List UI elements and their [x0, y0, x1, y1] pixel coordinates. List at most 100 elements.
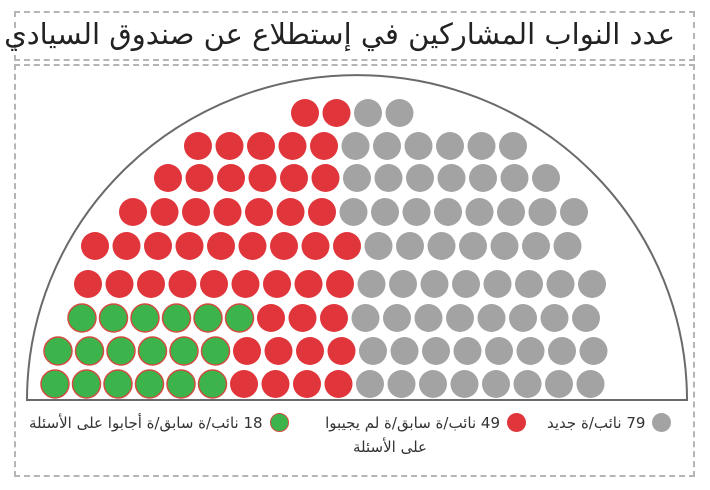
seat-former-no-answer	[184, 132, 212, 160]
seat-new	[343, 164, 371, 192]
seat-former-no-answer	[333, 232, 361, 260]
seat-former-no-answer	[81, 232, 109, 260]
seat-new	[351, 304, 380, 332]
seat-new	[483, 270, 512, 298]
seat-former-no-answer	[320, 304, 348, 332]
seat-former-answered	[193, 303, 223, 333]
seat-new	[453, 337, 482, 365]
seat-new	[359, 337, 387, 365]
seat-new	[419, 370, 447, 398]
seat-new	[414, 304, 443, 332]
seat-new	[374, 164, 403, 192]
seat-former-answered	[103, 369, 133, 399]
seat-former-no-answer	[322, 99, 351, 127]
seat-new	[465, 198, 494, 226]
seat-former-no-answer	[276, 198, 305, 226]
seat-new	[578, 270, 606, 298]
seat-new	[341, 132, 370, 160]
seat-former-no-answer	[296, 337, 324, 365]
seat-former-no-answer	[257, 304, 285, 332]
seat-former-no-answer	[154, 164, 182, 192]
seat-new	[434, 198, 462, 226]
seat-former-no-answer	[247, 132, 275, 160]
seat-new	[576, 370, 605, 398]
seat-new	[427, 232, 456, 260]
seat-former-answered	[161, 303, 192, 333]
seat-former-no-answer	[233, 337, 261, 365]
seat-new	[509, 304, 537, 332]
seat-former-answered	[43, 336, 73, 366]
seat-former-answered	[40, 369, 70, 399]
seat-new	[364, 232, 393, 260]
seat-former-answered	[67, 303, 97, 333]
seat-former-no-answer	[248, 164, 277, 192]
seat-new	[516, 337, 545, 365]
seat-new	[572, 304, 600, 332]
seat-new	[452, 270, 480, 298]
seat-former-no-answer	[231, 270, 260, 298]
seat-former-no-answer	[213, 198, 242, 226]
legend-label-former-no-answer: نائب/ة سابق/ة لم يجيبوا	[325, 413, 477, 432]
seat-former-no-answer	[278, 132, 307, 160]
legend-item-former-no-answer: 49 نائب/ة سابق/ة لم يجيبوا على الأسئلة	[314, 413, 526, 456]
seat-former-no-answer	[264, 337, 293, 365]
seat-new	[515, 270, 543, 298]
seat-former-no-answer	[280, 164, 308, 192]
legend-label-former-no-answer-line2: على الأسئلة	[352, 438, 427, 456]
legend-count-new: 79	[626, 413, 646, 432]
seat-former-no-answer	[326, 270, 354, 298]
seat-new	[387, 370, 416, 398]
seat-former-no-answer	[288, 304, 317, 332]
seat-former-answered	[224, 303, 255, 333]
seat-new	[553, 232, 582, 260]
seat-new	[482, 370, 510, 398]
seat-former-answered	[169, 336, 199, 366]
seat-former-answered	[98, 303, 129, 333]
seat-former-answered	[74, 336, 105, 366]
seat-former-no-answer	[74, 270, 102, 298]
seat-new	[528, 198, 557, 226]
seat-former-answered	[197, 369, 228, 399]
legend-swatch-former-answered	[269, 413, 289, 432]
seat-former-no-answer	[311, 164, 340, 192]
seat-new	[490, 232, 519, 260]
seat-new	[383, 304, 411, 332]
seat-former-no-answer	[308, 198, 336, 226]
seat-new	[373, 132, 401, 160]
seat-new	[485, 337, 513, 365]
seat-new	[450, 370, 479, 398]
seat-former-no-answer	[200, 270, 228, 298]
seat-new	[385, 99, 414, 127]
title-box: عدد النواب المشاركين في إستطلاع عن صندوق…	[4, 11, 695, 61]
seat-new	[548, 337, 576, 365]
seat-former-no-answer	[112, 232, 141, 260]
seat-new	[339, 198, 368, 226]
seat-new	[546, 270, 575, 298]
legend-label-new: نائب/ة جديد	[547, 413, 622, 432]
legend-count-former-no-answer: 49	[480, 413, 500, 432]
seat-new	[522, 232, 550, 260]
legend-swatch-former-no-answer	[507, 413, 526, 432]
seat-former-no-answer	[291, 99, 319, 127]
seat-former-no-answer	[207, 232, 235, 260]
seat-former-answered	[134, 369, 165, 399]
seat-new	[532, 164, 560, 192]
seat-new	[477, 304, 506, 332]
seat-former-no-answer	[245, 198, 273, 226]
seat-new	[499, 132, 527, 160]
seat-former-no-answer	[144, 232, 172, 260]
seat-former-no-answer	[310, 132, 338, 160]
seat-former-no-answer	[293, 370, 321, 398]
seat-former-no-answer	[105, 270, 134, 298]
seat-new	[469, 164, 497, 192]
legend-item-new: 79 نائب/ة جديد	[547, 413, 672, 432]
seat-new	[390, 337, 419, 365]
seat-new	[545, 370, 573, 398]
seat-new	[459, 232, 487, 260]
seat-new	[579, 337, 608, 365]
seat-new	[404, 132, 433, 160]
seat-former-answered	[137, 336, 168, 366]
seat-former-answered	[130, 303, 160, 333]
hemicycle-outline	[25, 74, 689, 401]
